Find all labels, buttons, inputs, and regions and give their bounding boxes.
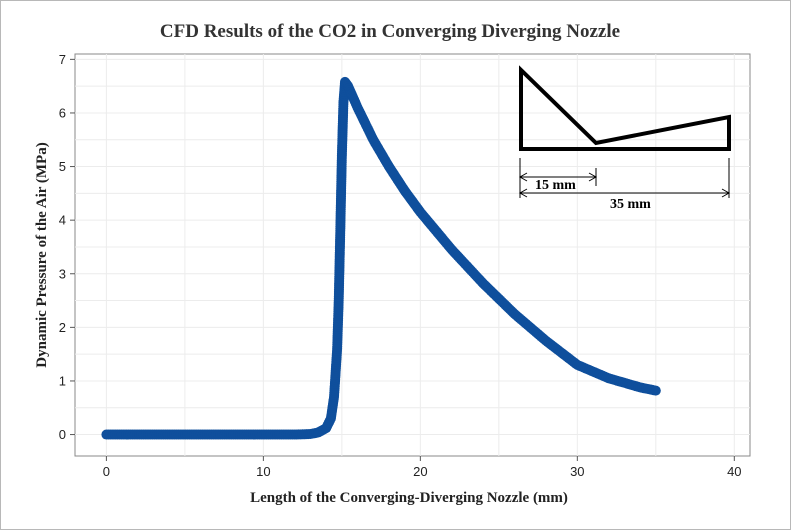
y-tick-label: 3 — [59, 266, 66, 281]
arrow-icon — [721, 188, 731, 198]
x-tick-label: 40 — [727, 464, 741, 479]
nozzle-outline — [519, 65, 731, 151]
x-tick-label: 20 — [413, 464, 427, 479]
dimension-label-35mm: 35 mm — [610, 197, 651, 212]
y-tick-label: 2 — [59, 320, 66, 335]
x-tick-label: 0 — [103, 464, 110, 479]
chart-title: CFD Results of the CO2 in Converging Div… — [160, 21, 620, 42]
arrow-icon — [518, 188, 528, 198]
y-tick-label: 5 — [59, 159, 66, 174]
y-axis-label: Dynamic Pressure of the Air (MPa) — [34, 142, 50, 367]
y-axis: 0 1 2 3 4 5 6 7 — [59, 52, 75, 442]
x-tick-label: 30 — [570, 464, 584, 479]
arrow-icon — [588, 172, 598, 182]
y-tick-label: 0 — [59, 427, 66, 442]
x-axis: 0 10 20 30 40 — [103, 456, 742, 479]
nozzle-diagram: 15 mm 35 mm — [518, 65, 731, 212]
x-axis-label: Length of the Converging-Diverging Nozzl… — [250, 490, 568, 506]
y-tick-label: 1 — [59, 373, 66, 388]
data-point — [650, 385, 661, 396]
y-tick-label: 6 — [59, 105, 66, 120]
arrow-icon — [518, 172, 528, 182]
plot-area — [74, 53, 751, 457]
x-tick-label: 10 — [256, 464, 270, 479]
y-tick-label: 7 — [59, 52, 66, 67]
dimension-label-15mm: 15 mm — [535, 178, 576, 193]
y-tick-label: 4 — [59, 213, 66, 228]
data-series — [101, 76, 661, 440]
